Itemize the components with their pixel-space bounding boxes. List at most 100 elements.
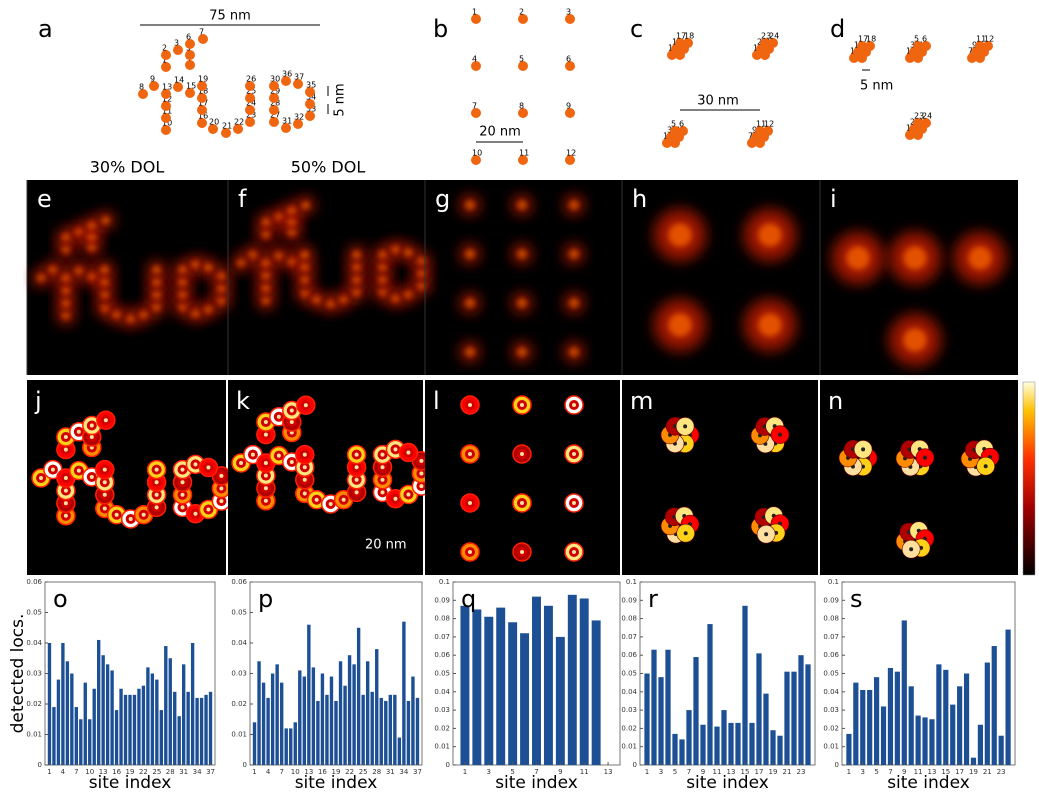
blob-core xyxy=(262,259,270,267)
blob-core xyxy=(404,248,412,256)
bar xyxy=(209,692,212,765)
bar xyxy=(651,650,656,765)
blob-core xyxy=(570,250,579,259)
y-tick-label: 0.04 xyxy=(26,639,42,647)
y-tick-label: 0.03 xyxy=(434,706,450,714)
site-marker xyxy=(64,448,68,452)
bar xyxy=(679,739,684,765)
blob-core xyxy=(288,206,296,214)
site-label: 6 xyxy=(922,35,927,44)
site-label: 37 xyxy=(294,73,304,82)
site-marker xyxy=(572,501,576,505)
blob-core xyxy=(518,348,527,357)
bar xyxy=(846,734,851,765)
bar xyxy=(124,695,127,765)
y-tick-label: 0.05 xyxy=(231,609,247,617)
bar xyxy=(909,686,914,765)
bar xyxy=(874,677,879,765)
blob-core xyxy=(903,328,926,351)
site-label: 6 xyxy=(566,55,571,64)
site-marker xyxy=(520,550,524,554)
site-label: 18 xyxy=(684,32,694,41)
y-tick-label: 0.01 xyxy=(231,731,247,739)
y-tick-label: 0.06 xyxy=(621,651,637,659)
bar xyxy=(532,597,541,765)
site-marker xyxy=(219,487,223,491)
site-marker xyxy=(381,453,385,457)
y-tick-label: 0.05 xyxy=(621,670,637,678)
bar xyxy=(895,672,900,765)
blob-core xyxy=(249,251,257,259)
site-marker xyxy=(355,478,359,482)
bar xyxy=(57,680,60,765)
bar xyxy=(936,664,941,765)
bar xyxy=(881,706,886,765)
x-tick-label: 1 xyxy=(47,768,51,776)
site-marker xyxy=(303,465,307,469)
site-label: 2 xyxy=(162,44,167,53)
site-label: 19 xyxy=(198,75,208,84)
y-tick-label: 0 xyxy=(633,761,637,769)
y-tick-label: 0.05 xyxy=(434,670,450,678)
bar xyxy=(460,606,469,765)
site-marker xyxy=(381,478,385,482)
x-tick-label: 1 xyxy=(463,768,467,776)
blob-core xyxy=(417,269,425,277)
y-tick-label: 0.03 xyxy=(823,706,839,714)
site-label: 6 xyxy=(186,33,191,42)
panel-label: m xyxy=(630,387,653,415)
bar xyxy=(749,723,754,765)
bar xyxy=(70,674,73,766)
bar xyxy=(380,698,383,765)
site-marker xyxy=(181,468,185,472)
bar xyxy=(106,664,109,765)
bar xyxy=(325,695,328,765)
bar xyxy=(985,663,990,765)
site-marker xyxy=(181,480,185,484)
x-tick-label: 1 xyxy=(252,768,256,776)
blob-core xyxy=(178,291,186,299)
site-marker xyxy=(142,513,146,517)
bar xyxy=(929,719,934,765)
blob-core xyxy=(353,276,361,284)
blob-core xyxy=(178,266,186,274)
site-marker xyxy=(103,493,107,497)
site-marker xyxy=(329,502,333,506)
site-marker xyxy=(572,403,576,407)
blob-core xyxy=(275,252,283,260)
bar xyxy=(110,670,113,765)
bar xyxy=(902,620,907,765)
y-tick-label: 0.06 xyxy=(434,651,450,659)
site-marker xyxy=(419,472,423,476)
figure: a123456789101112131415161718192021222324… xyxy=(0,0,1039,793)
site-marker xyxy=(193,512,197,516)
y-tick-label: 0.08 xyxy=(823,615,839,623)
bar xyxy=(978,725,983,765)
blob-core xyxy=(288,258,296,266)
blob-core xyxy=(153,278,161,286)
bar xyxy=(398,738,401,765)
x-tick-label: 4 xyxy=(61,768,66,776)
site-marker xyxy=(277,454,281,458)
blob-core xyxy=(217,297,225,305)
site-marker xyxy=(51,468,55,472)
bar xyxy=(1005,630,1010,765)
blob-core xyxy=(668,313,691,336)
site-label: 36 xyxy=(282,70,292,79)
bar xyxy=(303,677,306,765)
bar xyxy=(707,624,712,765)
bar xyxy=(343,686,346,765)
y-tick-label: 0.06 xyxy=(231,578,247,586)
bar xyxy=(151,674,154,766)
site-marker xyxy=(155,493,159,497)
site-marker xyxy=(861,447,865,451)
blob-core xyxy=(378,276,386,284)
bar xyxy=(52,707,55,765)
bar xyxy=(321,674,324,766)
site-label: 24 xyxy=(922,112,932,121)
x-tick-label: 23 xyxy=(797,768,806,776)
blob-core xyxy=(262,231,270,239)
x-tick-label: 21 xyxy=(983,768,992,776)
blob-core xyxy=(417,257,425,265)
blob-core xyxy=(417,282,425,290)
